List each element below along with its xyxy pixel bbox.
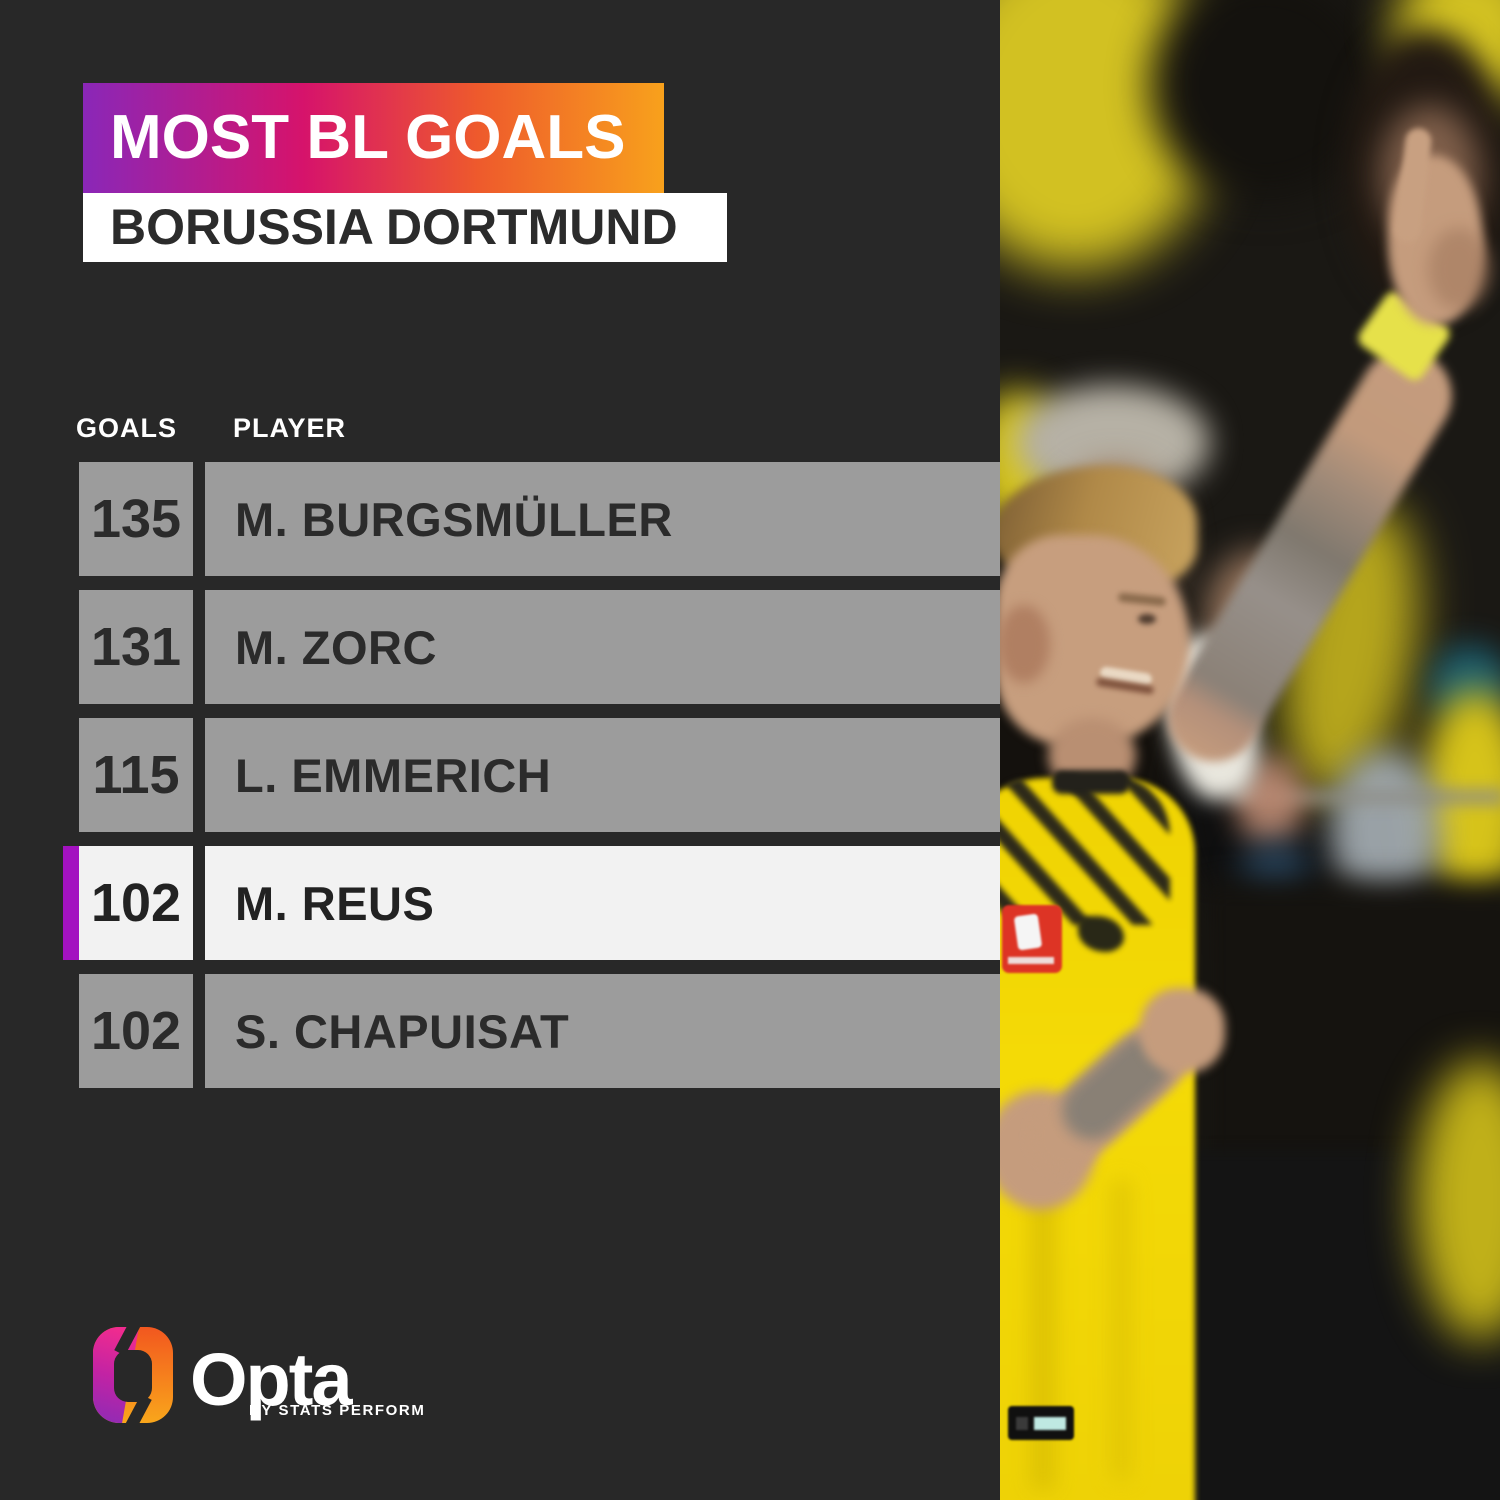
- folded-arm-hand: [1140, 988, 1225, 1073]
- table-row-highlighted: 102 M. REUS: [63, 846, 1000, 960]
- player-name: S. CHAPUISAT: [205, 974, 1000, 1088]
- player-eye: [1138, 614, 1156, 624]
- goals-value: 115: [79, 718, 193, 832]
- page-subtitle: BORUSSIA DORTMUND: [110, 199, 678, 255]
- jersey-shoulder-stripes: [1000, 775, 1170, 925]
- hem-tag-detail: [1034, 1417, 1066, 1430]
- hand-shading: [1428, 228, 1490, 310]
- title-banner: MOST BL GOALS: [83, 83, 664, 193]
- player-ear: [1000, 605, 1050, 683]
- goals-value: 102: [79, 846, 193, 960]
- player-column-header: PLAYER: [233, 413, 347, 443]
- opta-wordmark: Opta: [190, 1338, 353, 1421]
- row-accent: [63, 974, 79, 1088]
- goals-value: 102: [79, 974, 193, 1088]
- puma-logo: [1078, 916, 1124, 952]
- crowd-dark-blob: [1150, 0, 1380, 200]
- player-name: M. ZORC: [205, 590, 1000, 704]
- subtitle-bar: BORUSSIA DORTMUND: [83, 193, 727, 262]
- player-name: L. EMMERICH: [205, 718, 1000, 832]
- stats-perform-byline: BY STATS PERFORM: [249, 1402, 426, 1419]
- opta-logo-icon: [93, 1327, 173, 1423]
- table-row: 131 M. ZORC: [63, 590, 1000, 704]
- row-accent: [63, 590, 79, 704]
- jersey-hem-tag: [1008, 1406, 1074, 1440]
- jersey-fold-shadow: [1110, 1180, 1132, 1480]
- opta-logo-hole: [114, 1350, 152, 1402]
- table-row: 115 L. EMMERICH: [63, 718, 1000, 832]
- goals-value: 131: [79, 590, 193, 704]
- leaderboard-table: 135 M. BURGSMÜLLER 131 M. ZORC 115 L. EM…: [63, 462, 1000, 1102]
- bundesliga-text-bar: [1008, 957, 1054, 964]
- row-accent: [63, 462, 79, 576]
- player-name: M. REUS: [205, 846, 1000, 960]
- bundesliga-figure: [1013, 913, 1043, 951]
- player-name: M. BURGSMÜLLER: [205, 462, 1000, 576]
- bundesliga-patch: [1002, 905, 1062, 973]
- goals-value: 135: [79, 462, 193, 576]
- player-photo: [1000, 0, 1500, 1500]
- page-title: MOST BL GOALS: [110, 103, 626, 172]
- row-accent: [63, 718, 79, 832]
- table-row: 135 M. BURGSMÜLLER: [63, 462, 1000, 576]
- jersey-collar: [1052, 770, 1130, 794]
- highlight-accent-bar: [63, 846, 79, 960]
- hem-tag-detail: [1016, 1417, 1028, 1430]
- table-row: 102 S. CHAPUISAT: [63, 974, 1000, 1088]
- goals-column-header: GOALS: [76, 413, 178, 443]
